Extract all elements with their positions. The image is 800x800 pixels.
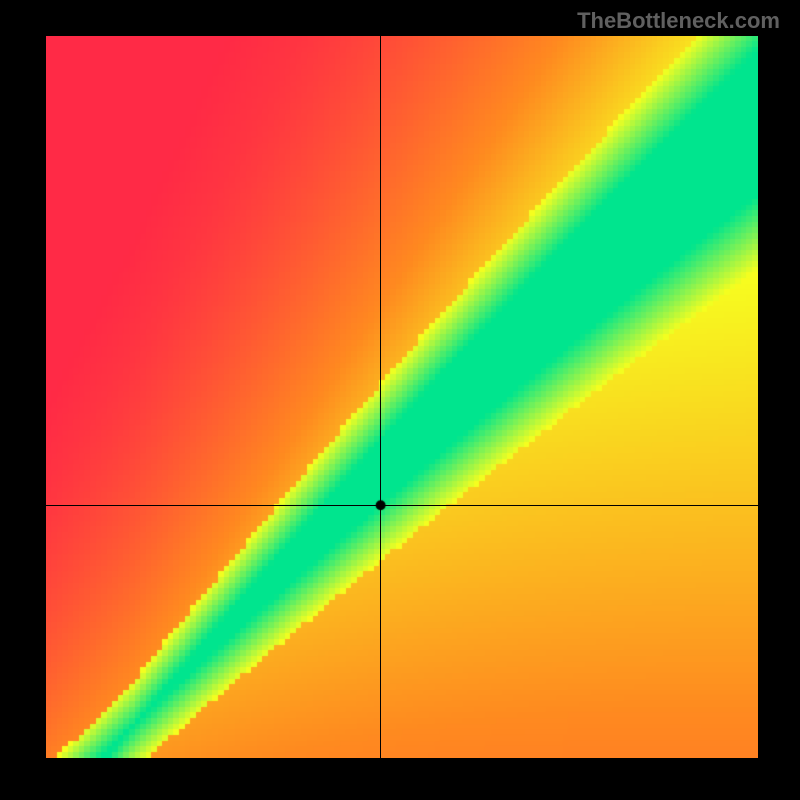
marker-canvas: [46, 36, 758, 758]
chart-container: TheBottleneck.com: [0, 0, 800, 800]
watermark-text: TheBottleneck.com: [577, 8, 780, 34]
